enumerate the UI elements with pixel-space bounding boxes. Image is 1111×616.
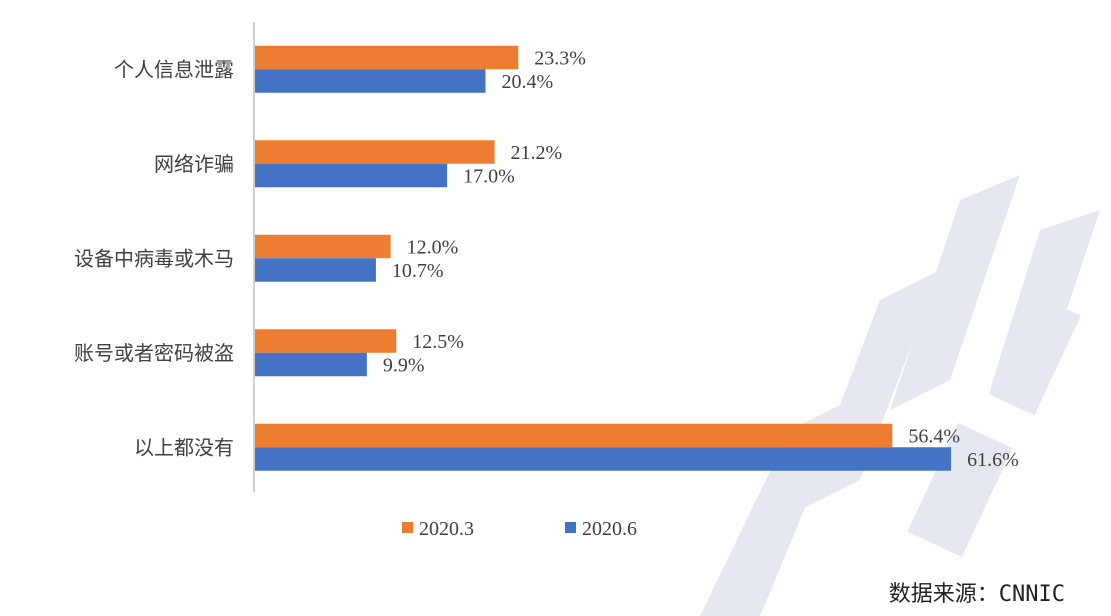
value-label: 21.2% [511,142,563,164]
legend-label: 2020.6 [582,518,637,540]
bar-2020.6 [255,447,952,471]
category-label: 设备中病毒或木马 [74,246,234,270]
legend-swatch [565,522,576,533]
legend-label: 2020.3 [419,518,474,540]
category-label: 账号或者密码被盗 [74,341,234,365]
value-label: 20.4% [502,71,554,93]
category-label: 以上都没有 [134,435,234,459]
bar-2020.3 [255,234,391,259]
legend: 2020.3 2020.6 [402,518,637,540]
value-label: 56.4% [908,426,960,448]
bar-2020.6 [255,69,486,93]
bar-2020.3 [255,423,893,448]
category-label: 个人信息泄露 [114,57,234,81]
value-label: 61.6% [967,449,1019,471]
bar-2020.3 [255,329,397,353]
value-label: 23.3% [534,48,586,70]
bar-2020.6 [255,163,448,188]
value-label: 17.0% [463,166,515,188]
bar-2020.6 [255,352,367,377]
source-note: 数据来源：CNNIC [888,582,1065,607]
category-label: 网络诈骗 [154,152,234,176]
value-label: 12.0% [407,237,459,259]
bar-2020.3 [255,45,519,70]
bar-2020.3 [255,140,495,164]
value-label: 10.7% [392,260,444,282]
bar-2020.6 [255,258,376,282]
legend-swatch [402,522,413,533]
watermark [700,175,1100,616]
value-label: 9.9% [383,355,425,377]
value-label: 12.5% [412,331,464,353]
bars-group [255,45,952,471]
value-labels: 23.3%20.4% 21.2%17.0% 12.0%10.7% 12.5%9.9% 5… [383,48,1019,472]
